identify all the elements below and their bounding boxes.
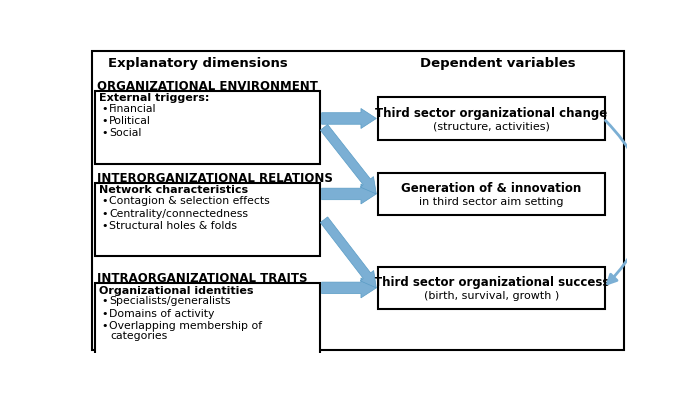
Text: Political: Political [109, 116, 151, 126]
Polygon shape [322, 184, 376, 204]
Text: •: • [101, 296, 108, 306]
Text: Generation of & innovation: Generation of & innovation [401, 182, 582, 195]
Text: •: • [101, 208, 108, 219]
Text: (structure, activities): (structure, activities) [433, 121, 550, 131]
Text: Overlapping membership of: Overlapping membership of [109, 321, 262, 331]
Text: categories: categories [110, 331, 168, 341]
Text: Domains of activity: Domains of activity [109, 309, 215, 319]
Polygon shape [322, 108, 376, 129]
Bar [95, 91, 320, 164]
Text: Centrality/connectedness: Centrality/connectedness [109, 208, 248, 219]
Text: •: • [101, 321, 108, 331]
Text: Network characteristics: Network characteristics [99, 185, 248, 195]
Text: ORGANIZATIONAL ENVIRONMENT: ORGANIZATIONAL ENVIRONMENT [97, 80, 318, 93]
Text: •: • [101, 221, 108, 231]
Text: Third sector organizational success: Third sector organizational success [374, 276, 609, 289]
Polygon shape [320, 217, 376, 288]
Text: INTERORGANIZATIONAL RELATIONS: INTERORGANIZATIONAL RELATIONS [97, 172, 333, 185]
Text: in third sector aim setting: in third sector aim setting [419, 197, 563, 207]
Bar [378, 173, 605, 215]
Text: •: • [101, 309, 108, 319]
Text: External triggers:: External triggers: [99, 93, 210, 103]
Text: •: • [101, 196, 108, 206]
Text: Contagion & selection effects: Contagion & selection effects [109, 196, 270, 206]
Polygon shape [322, 278, 376, 298]
Text: •: • [101, 104, 108, 114]
Text: Dependent variables: Dependent variables [420, 57, 576, 70]
Text: Social: Social [109, 129, 141, 139]
Bar [95, 283, 320, 372]
Text: Specialists/generalists: Specialists/generalists [109, 296, 231, 306]
Text: Third sector organizational change: Third sector organizational change [375, 106, 607, 119]
Text: Explanatory dimensions: Explanatory dimensions [108, 57, 288, 70]
Text: Organizational identities: Organizational identities [99, 285, 254, 296]
Bar [378, 267, 605, 309]
Text: (birth, survival, growth ): (birth, survival, growth ) [424, 291, 559, 301]
Text: •: • [101, 129, 108, 139]
Bar [378, 97, 605, 140]
Polygon shape [320, 125, 376, 194]
FancyArrowPatch shape [605, 120, 647, 284]
Bar [95, 183, 320, 256]
Text: •: • [101, 116, 108, 126]
Text: INTRAORGANIZATIONAL TRAITS: INTRAORGANIZATIONAL TRAITS [97, 272, 308, 285]
Text: Structural holes & folds: Structural holes & folds [109, 221, 237, 231]
Text: Financial: Financial [109, 104, 157, 114]
